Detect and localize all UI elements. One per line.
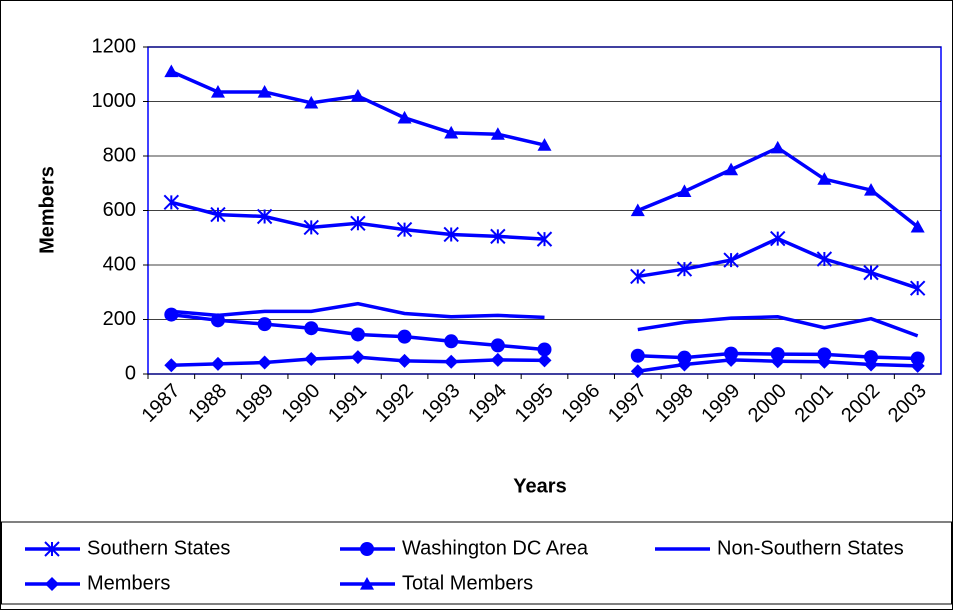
marker — [864, 350, 879, 365]
y-tick-label: 1000 — [92, 90, 137, 112]
marker — [770, 140, 785, 154]
marker — [724, 162, 739, 176]
marker — [816, 251, 833, 267]
marker — [490, 127, 505, 140]
marker — [444, 354, 459, 369]
marker — [397, 353, 412, 368]
marker — [630, 268, 646, 285]
marker — [817, 172, 832, 185]
marker — [210, 356, 225, 371]
marker — [630, 364, 645, 379]
marker — [350, 215, 366, 232]
marker — [723, 252, 739, 268]
marker — [863, 264, 879, 281]
marker — [817, 354, 832, 369]
marker — [396, 221, 413, 238]
marker — [910, 358, 925, 373]
legend-label: Southern States — [87, 537, 230, 559]
marker — [770, 354, 785, 369]
marker — [490, 338, 505, 353]
marker — [44, 541, 60, 557]
y-tick-label: 200 — [103, 308, 136, 330]
marker — [210, 206, 226, 223]
y-tick-label: 400 — [103, 253, 136, 275]
y-axis-title: Members — [36, 166, 58, 254]
marker — [910, 351, 925, 366]
marker — [304, 352, 319, 367]
marker — [817, 347, 832, 362]
marker — [397, 329, 412, 344]
marker — [350, 89, 365, 102]
marker — [677, 184, 692, 198]
legend-label: Members — [87, 572, 170, 594]
marker — [537, 353, 552, 368]
marker — [444, 125, 459, 139]
legend-label: Non-Southern States — [717, 537, 904, 559]
marker — [676, 261, 693, 277]
marker — [864, 183, 879, 196]
marker — [45, 577, 59, 591]
marker — [350, 327, 365, 342]
x-axis-title: Years — [513, 475, 566, 497]
marker — [490, 352, 505, 367]
marker — [163, 194, 180, 211]
marker — [304, 321, 319, 336]
marker — [630, 348, 645, 363]
marker — [537, 138, 552, 151]
legend-label: Washington DC Area — [402, 537, 589, 559]
marker — [724, 352, 739, 367]
marker — [360, 577, 374, 590]
marker — [770, 347, 785, 362]
marker — [164, 64, 179, 78]
marker — [397, 110, 412, 124]
marker — [490, 228, 506, 245]
marker — [677, 357, 692, 372]
marker — [360, 542, 374, 556]
marker — [910, 219, 925, 233]
legend-box — [1, 521, 952, 605]
marker — [909, 280, 926, 296]
marker — [630, 203, 645, 217]
legend-label: Total Members — [402, 572, 533, 594]
marker — [770, 230, 786, 247]
marker — [257, 317, 272, 332]
marker — [210, 84, 225, 98]
marker — [350, 350, 365, 365]
marker — [257, 355, 272, 370]
marker — [164, 358, 179, 373]
marker — [164, 307, 179, 322]
marker — [536, 231, 553, 247]
marker — [537, 342, 552, 357]
marker — [444, 334, 459, 349]
marker — [256, 208, 273, 225]
y-tick-label: 0 — [125, 362, 136, 384]
marker — [303, 219, 319, 236]
y-tick-label: 800 — [103, 144, 136, 166]
y-tick-label: 600 — [103, 199, 136, 221]
marker — [864, 357, 879, 372]
series-line — [171, 301, 919, 338]
y-tick-label: 1200 — [92, 35, 137, 57]
marker — [443, 226, 459, 243]
marker — [257, 84, 272, 98]
marker — [304, 95, 319, 109]
